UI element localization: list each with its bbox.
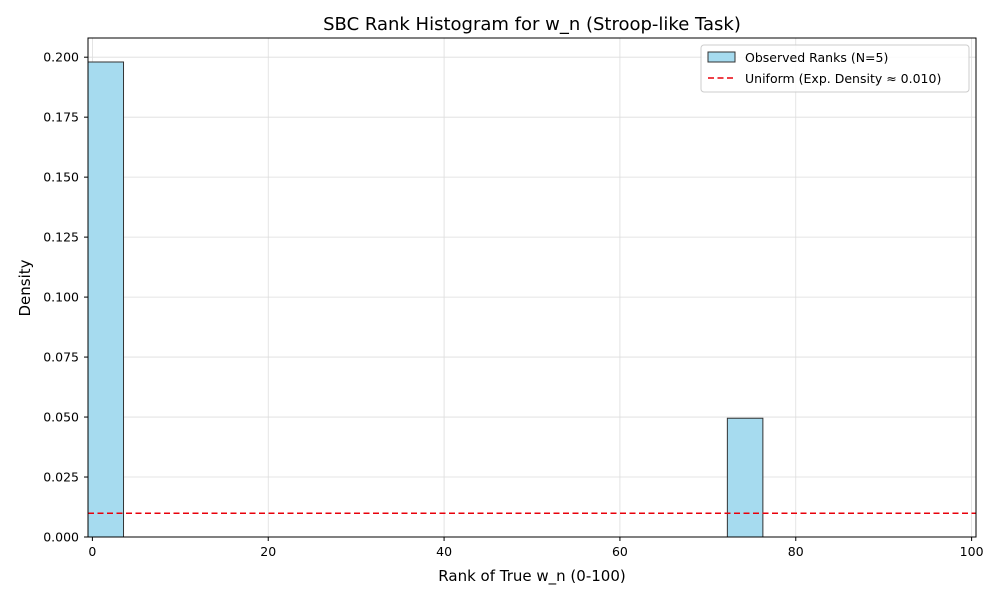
- x-tick-label: 0: [88, 544, 96, 559]
- bars-layer: [87, 61, 764, 538]
- y-tick-label: 0.200: [43, 50, 79, 65]
- y-tick-label: 0.100: [43, 290, 79, 305]
- chart-title: SBC Rank Histogram for w_n (Stroop-like …: [323, 14, 741, 35]
- y-axis-label: Density: [16, 259, 34, 316]
- histogram-bar: [87, 61, 125, 538]
- y-tick-label: 0.125: [43, 230, 79, 245]
- x-tick-label: 100: [960, 544, 984, 559]
- legend-patch-swatch: [707, 51, 736, 63]
- x-tick-label: 20: [260, 544, 276, 559]
- grid-layer: [88, 38, 976, 538]
- x-tick-label: 80: [788, 544, 804, 559]
- y-tick-label: 0.000: [43, 530, 79, 545]
- legend-box: [700, 44, 970, 93]
- x-tick-label: 60: [612, 544, 628, 559]
- legend-label-observed: Observed Ranks (N=5): [745, 50, 888, 65]
- plot-frame: [87, 37, 977, 538]
- y-tick-label: 0.175: [43, 110, 79, 125]
- y-tick-label: 0.150: [43, 170, 79, 185]
- x-axis-label: Rank of True w_n (0-100): [438, 567, 625, 586]
- legend: Observed Ranks (N=5) Uniform (Exp. Densi…: [700, 44, 970, 93]
- histogram-bar: [726, 417, 764, 538]
- ticks-layer: 0 20 40 60 80 100 0.000 0.025 0.050 0.075 0.100 0.1…: [43, 50, 983, 559]
- y-tick-label: 0.075: [43, 350, 79, 365]
- y-tick-label: 0.025: [43, 470, 79, 485]
- legend-label-uniform: Uniform (Exp. Density ≈ 0.010): [745, 71, 941, 86]
- y-tick-label: 0.050: [43, 410, 79, 425]
- x-tick-label: 40: [436, 544, 452, 559]
